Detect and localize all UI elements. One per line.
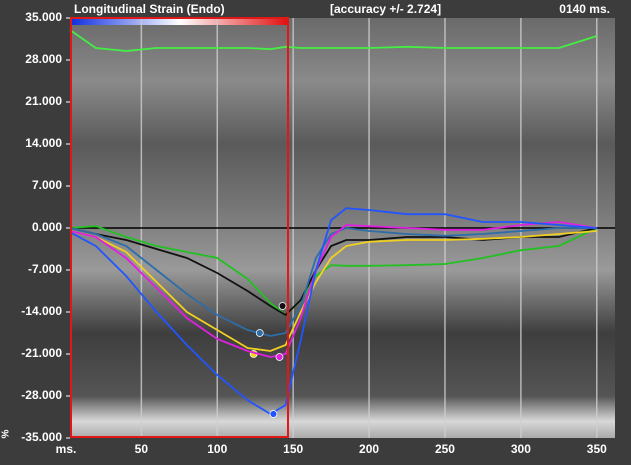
strain-curve [69, 221, 597, 358]
y-axis-label: % [1, 429, 12, 438]
x-tick-label: 100 [207, 442, 227, 456]
y-tick-label: -21.000 [21, 346, 62, 360]
y-tick-label: 7.000 [32, 178, 62, 192]
x-tick-label: 50 [135, 442, 149, 456]
x-tick-label: 250 [435, 442, 455, 456]
y-tick-label: -28.000 [21, 388, 62, 402]
x-axis-label: ms. [56, 442, 77, 456]
color-bar [72, 18, 288, 25]
y-tick-label: -7.000 [28, 262, 62, 276]
chart-title: Longitudinal Strain (Endo) [74, 2, 225, 16]
peak-marker [255, 329, 264, 337]
strain-curve [69, 225, 598, 317]
peak-marker [278, 302, 287, 310]
strain-curve [69, 29, 598, 52]
strain-curve [69, 230, 597, 352]
x-tick-label: 350 [587, 442, 607, 456]
x-tick-label: 200 [359, 442, 379, 456]
y-tick-label: 28.000 [25, 52, 62, 66]
accuracy: [accuracy +/- 2.724] [330, 2, 441, 16]
y-tick-label: -14.000 [21, 304, 62, 318]
y-tick-label: 14.000 [25, 136, 62, 150]
selection-box [70, 17, 289, 438]
y-tick-label: 21.000 [25, 94, 62, 108]
peak-marker [275, 353, 284, 361]
y-tick-label: 35.000 [25, 10, 62, 24]
x-tick-label: 300 [511, 442, 531, 456]
y-tick-label: -35.000 [21, 430, 62, 444]
x-tick-label: 150 [283, 442, 303, 456]
strain-curve [69, 207, 597, 416]
y-tick-label: 0.000 [32, 220, 62, 234]
time-label: 0140 ms. [559, 2, 610, 16]
peak-marker [269, 410, 278, 418]
strain-curve [69, 227, 597, 337]
